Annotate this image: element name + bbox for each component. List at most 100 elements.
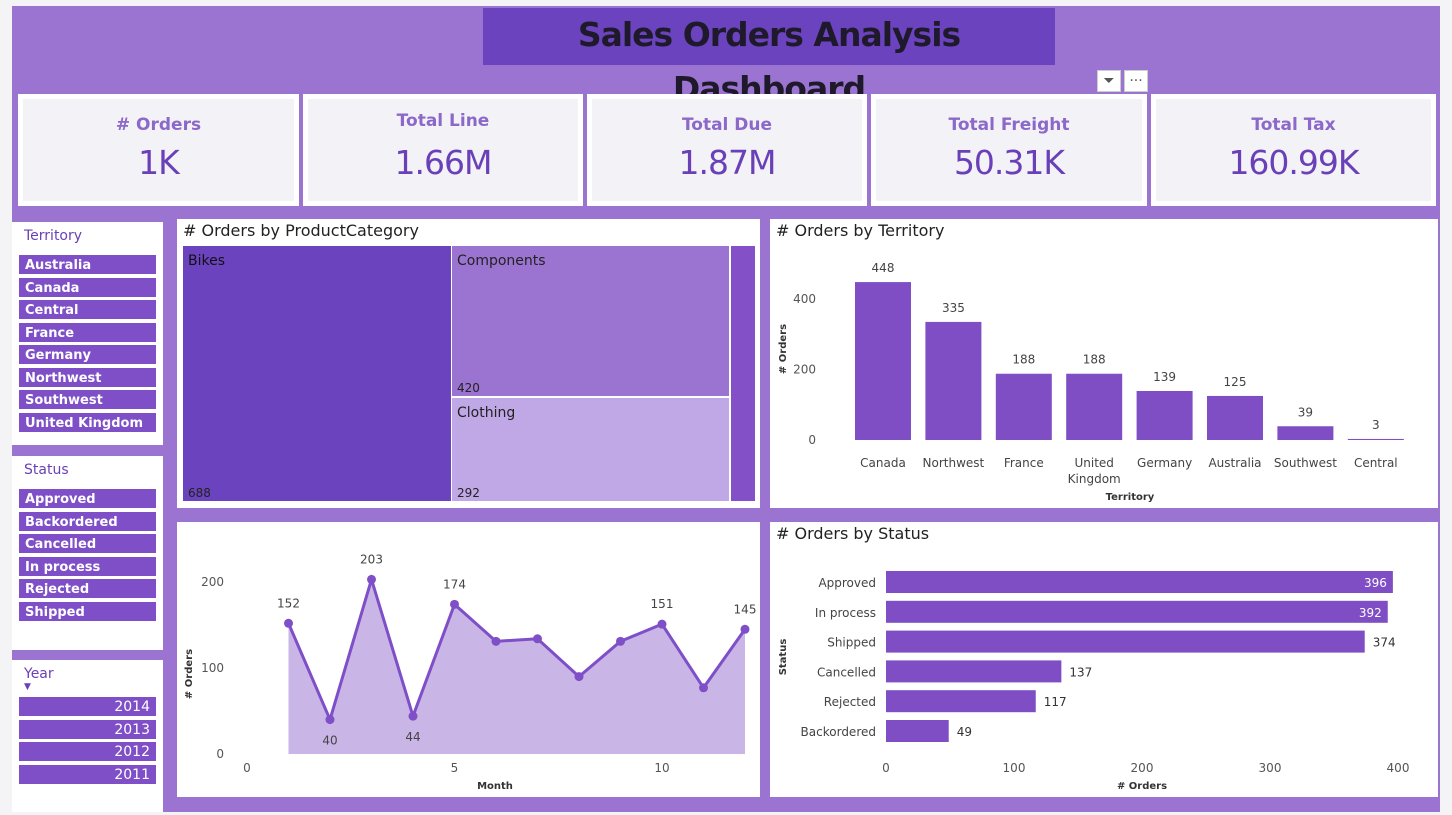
data-label: 39 [1298, 405, 1313, 419]
kpi-card-total-tax: Total Tax 160.99K [1151, 94, 1436, 206]
slicer-item[interactable]: Canada [18, 276, 157, 298]
more-options-icon[interactable]: ··· [1124, 70, 1148, 92]
slicer-title: Year [24, 666, 54, 682]
x-tick-label: Canada [860, 456, 906, 470]
bar [1066, 373, 1123, 440]
y-tick-label: 200 [793, 363, 816, 377]
bar [886, 630, 1365, 653]
bar [1207, 395, 1263, 440]
data-label: 125 [1224, 375, 1247, 389]
territory-chart-panel: # Orders by Territory 0 200 400 # Orders 448… [770, 219, 1438, 508]
data-point [699, 683, 708, 693]
page-title: Sales Orders Analysis Dashboard [483, 8, 1055, 108]
slicer-item[interactable]: 2011 [18, 763, 157, 785]
kpi-card-total-freight: Total Freight 50.31K [871, 94, 1147, 206]
slicer-item[interactable]: Central [18, 299, 157, 320]
bar [886, 600, 1388, 623]
x-tick-label: 100 [1003, 761, 1026, 775]
x-axis-label: Month [477, 781, 513, 792]
chart-title: # Orders by ProductCategory [183, 221, 419, 240]
kpi-label: Total Freight [948, 115, 1070, 135]
slicer-item[interactable]: Southwest [18, 389, 157, 410]
y-tick-label: Approved [818, 576, 876, 590]
x-tick-label: Australia [1208, 456, 1261, 470]
data-label: 174 [443, 577, 466, 591]
sort-arrow-icon[interactable]: ▼ [24, 682, 31, 692]
slicer-item[interactable]: Germany [18, 344, 157, 365]
data-label: 145 [734, 602, 757, 616]
x-tick-label: Northwest [923, 456, 985, 470]
bar [886, 660, 1062, 683]
bar [1277, 426, 1334, 440]
slicer-title: Status [24, 462, 69, 478]
data-label: 188 [1012, 353, 1035, 367]
treemap-value: 292 [457, 486, 480, 500]
data-label: 40 [322, 734, 337, 748]
treemap-label: Bikes [188, 253, 225, 269]
data-label: 374 [1373, 636, 1396, 650]
slicer-item[interactable]: France [18, 321, 157, 343]
kpi-label: # Orders [115, 115, 202, 135]
slicer-item[interactable]: In process [18, 555, 157, 577]
treemap-label: Components [457, 253, 546, 269]
slicer-item[interactable]: Shipped [18, 600, 157, 622]
treemap-label: Clothing [457, 405, 515, 421]
chart-title: # Orders by Status [776, 524, 930, 543]
slicer-item[interactable]: Australia [18, 254, 157, 275]
slicer-item[interactable]: Cancelled [18, 533, 157, 554]
status-chart-panel: # Orders by Status Approved 396 In process… [770, 522, 1438, 797]
slicer-item[interactable]: 2012 [18, 741, 157, 762]
kpi-label: Total Line [396, 111, 490, 131]
kpi-value: 50.31K [953, 143, 1065, 182]
x-tick-label: 0 [243, 761, 251, 775]
y-tick-label: 0 [808, 433, 816, 447]
kpi-value: 160.99K [1228, 143, 1359, 182]
bar [925, 321, 982, 440]
slicer-item[interactable]: Northwest [18, 366, 157, 388]
bar [855, 282, 911, 440]
data-label: 151 [651, 597, 674, 611]
data-label: 392 [1359, 606, 1382, 620]
kpi-value: 1K [138, 143, 180, 182]
data-point [491, 636, 501, 646]
x-tick-label: United Kingdom [1068, 456, 1121, 486]
data-label: 203 [360, 552, 383, 566]
x-tick-label: 10 [654, 761, 669, 775]
y-tick-label: 200 [201, 575, 224, 589]
bar [995, 373, 1052, 440]
kpi-card-orders: # Orders 1K [18, 94, 299, 206]
kpi-card-total-due: Total Due 1.87M [587, 94, 867, 206]
kpi-label: Total Due [681, 115, 773, 135]
data-point [325, 715, 335, 725]
slicer-item[interactable]: Approved [18, 488, 157, 509]
bar [886, 571, 1393, 593]
status-slicer: Status Approved Backordered Cancelled In pr… [12, 456, 163, 650]
data-point [284, 618, 293, 628]
x-axis-label: # Orders [1117, 781, 1167, 792]
slicer-item[interactable]: United Kingdom [18, 411, 157, 433]
data-label: 448 [872, 261, 895, 275]
y-tick-label: 100 [201, 661, 224, 675]
slicer-item[interactable]: Backordered [18, 510, 157, 532]
data-point [657, 619, 667, 629]
kpi-card-total-line: Total Line 1.66M [303, 94, 583, 206]
x-tick-label: 200 [1131, 761, 1154, 775]
data-label: 3 [1372, 418, 1380, 432]
slicer-item[interactable]: 2013 [18, 718, 157, 740]
slicer-item[interactable]: Rejected [18, 578, 157, 599]
treemap-panel: # Orders by ProductCategory Bikes 688 Comp… [177, 219, 760, 508]
chart-title: # Orders by Territory [776, 221, 945, 240]
y-tick-label: Rejected [824, 695, 876, 709]
slicer-item[interactable]: 2014 [18, 696, 157, 717]
data-label: 139 [1153, 370, 1176, 384]
filter-icon[interactable]: ⏷ [1097, 70, 1121, 92]
y-tick-label: 0 [216, 747, 224, 761]
bar [886, 720, 949, 742]
y-tick-label: Backordered [801, 725, 876, 739]
x-tick-label: 400 [1387, 761, 1410, 775]
kpi-value: 1.87M [678, 143, 777, 182]
data-label: 49 [957, 725, 972, 739]
x-tick-label: 300 [1259, 761, 1282, 775]
y-axis-label: Status [778, 639, 789, 676]
data-point [740, 624, 750, 634]
